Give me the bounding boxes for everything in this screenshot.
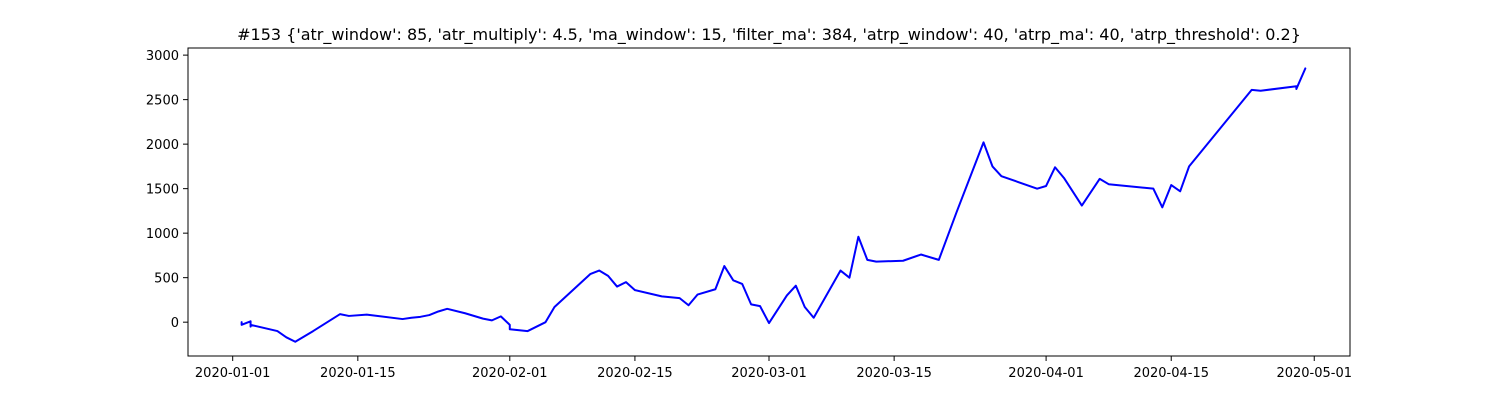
y-tick-label: 0 [171, 316, 179, 331]
chart-title: #153 {'atr_window': 85, 'atr_multiply': … [237, 25, 1301, 45]
y-tick-label: 1000 [146, 227, 179, 242]
x-tick-label: 2020-05-01 [1276, 366, 1352, 381]
series-line-group [240, 67, 1307, 343]
x-tick-label: 2020-03-01 [731, 366, 807, 381]
x-tick-label: 2020-04-01 [1008, 366, 1084, 381]
x-tick-label: 2020-03-15 [856, 366, 932, 381]
x-tick-label: 2020-02-01 [472, 366, 548, 381]
y-axis: 0 500 1000 1500 2000 2500 3000 [146, 49, 188, 331]
x-axis: 2020-01-01 2020-01-15 2020-02-01 2020-02-15… [195, 356, 1352, 381]
x-tick-label: 2020-01-15 [320, 366, 396, 381]
y-tick-label: 500 [154, 272, 179, 287]
x-tick-label: 2020-02-15 [597, 366, 673, 381]
y-tick-label: 2000 [146, 138, 179, 153]
y-tick-label: 1500 [146, 183, 179, 198]
x-tick-label: 2020-04-15 [1133, 366, 1209, 381]
series-line [240, 67, 1307, 343]
y-tick-label: 3000 [146, 49, 179, 64]
y-tick-label: 2500 [146, 94, 179, 109]
plot-frame [187, 47, 1351, 357]
x-tick-label: 2020-01-01 [195, 366, 271, 381]
